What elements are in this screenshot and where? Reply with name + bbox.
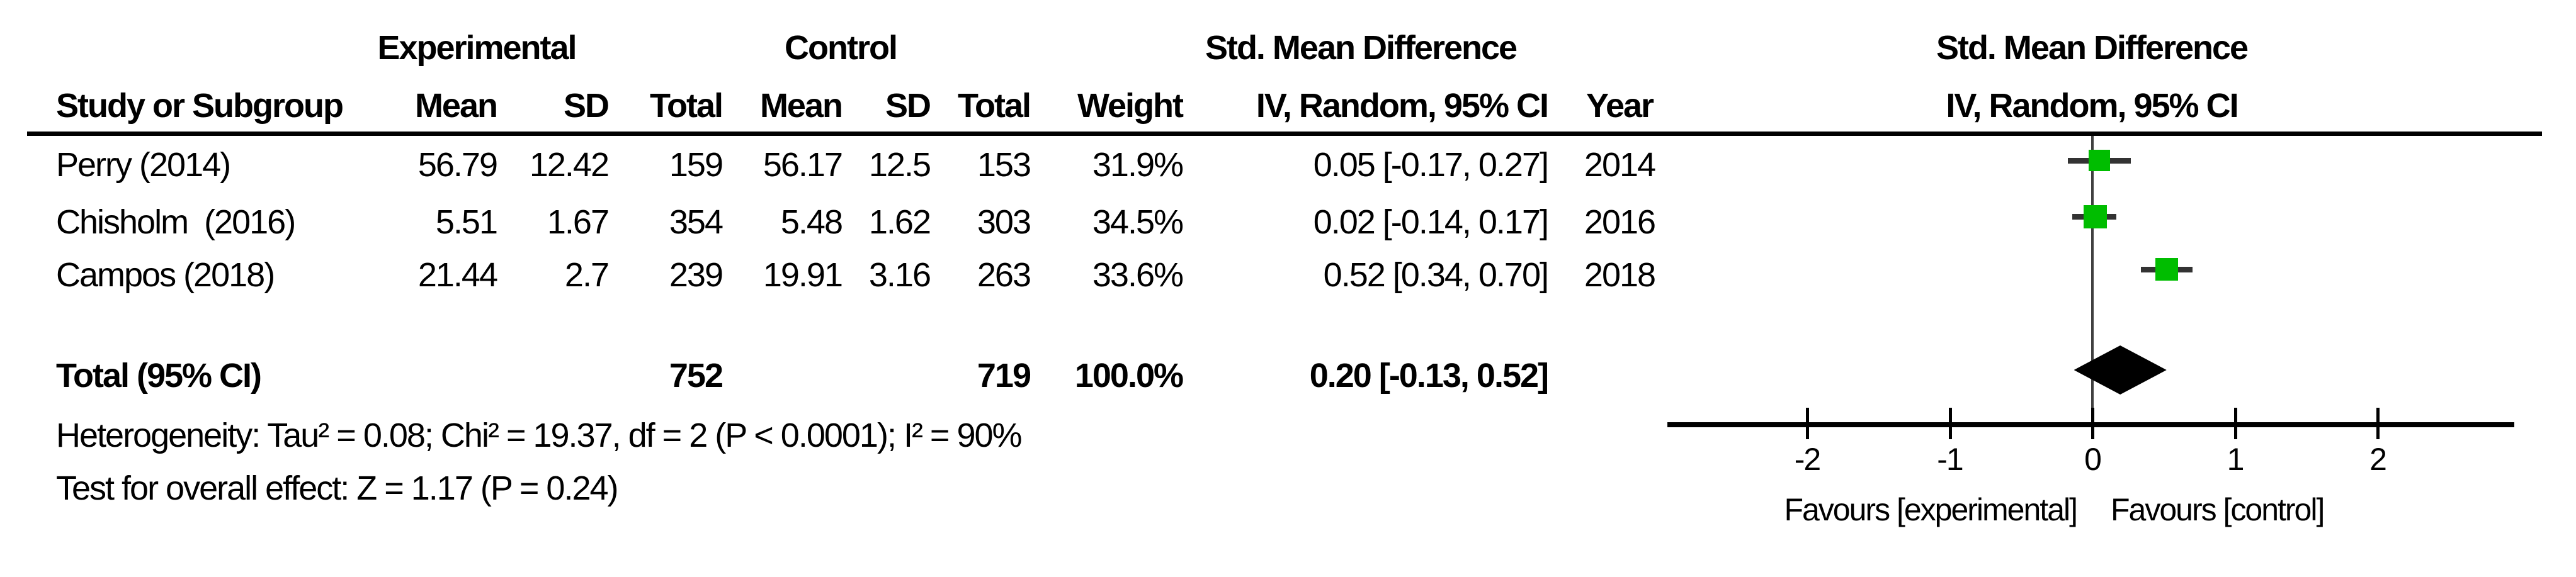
study-name: Perry (2014) [56, 146, 231, 184]
col-header-total-ctl: Total [958, 87, 1031, 125]
x-axis-line [1667, 422, 2514, 427]
zero-effect-line [2091, 136, 2094, 423]
exp-total: 239 [669, 256, 723, 294]
smd-ci-value: 0.05 [-0.17, 0.27] [1313, 146, 1549, 184]
total-smd-ci: 0.20 [-0.13, 0.52] [1309, 357, 1549, 395]
col-header-ci: IV, Random, 95% CI [1256, 87, 1549, 125]
study-weight-square [2089, 150, 2111, 171]
axis-tick-label: -1 [1937, 442, 1963, 477]
axis-tick [2376, 408, 2380, 439]
weight-value: 33.6% [1092, 256, 1184, 294]
exp-total: 354 [669, 203, 723, 241]
total-label: Total (95% CI) [56, 357, 262, 395]
axis-tick [2233, 408, 2237, 439]
col-header-sd-ctl: SD [885, 87, 931, 125]
header-rule [27, 132, 2542, 136]
axis-tick [1948, 408, 1952, 439]
ctl-mean: 56.17 [763, 146, 843, 184]
year-value: 2018 [1584, 256, 1656, 294]
axis-tick [2091, 408, 2094, 439]
study-weight-square [2155, 258, 2178, 281]
col-header-year: Year [1586, 87, 1654, 125]
col-header-mean-ctl: Mean [759, 87, 843, 125]
col-group-experimental: Experimental [377, 29, 577, 67]
ctl-mean: 5.48 [780, 203, 843, 241]
col-group-smd: Std. Mean Difference [1205, 29, 1518, 67]
year-value: 2016 [1584, 203, 1656, 241]
exp-mean: 21.44 [417, 256, 498, 294]
axis-tick-label: 1 [2227, 442, 2245, 477]
axis-tick [1806, 408, 1809, 439]
ctl-total: 263 [977, 256, 1031, 294]
exp-mean: 56.79 [417, 146, 498, 184]
col-header-mean-exp: Mean [414, 87, 498, 125]
col-header-total-exp: Total [650, 87, 723, 125]
smd-ci-value: 0.02 [-0.14, 0.17] [1313, 203, 1549, 241]
study-name: Campos (2018) [56, 256, 275, 294]
study-weight-square [2084, 204, 2108, 228]
total-weight: 100.0% [1074, 357, 1184, 395]
summary-diamond [2074, 345, 2167, 395]
exp-sd: 2.7 [564, 256, 610, 294]
exp-total: 159 [669, 146, 723, 184]
ctl-mean: 19.91 [763, 256, 843, 294]
ctl-sd: 1.62 [868, 203, 931, 241]
col-header-study: Study or Subgroup [56, 87, 344, 125]
exp-sd: 1.67 [547, 203, 610, 241]
plot-header-line2: IV, Random, 95% CI [1946, 87, 2238, 125]
ctl-sd: 3.16 [868, 256, 931, 294]
col-header-sd-exp: SD [563, 87, 610, 125]
axis-tick-label: 2 [2369, 442, 2387, 477]
favours-experimental-label: Favours [experimental] [1784, 492, 2078, 527]
weight-value: 31.9% [1092, 146, 1184, 184]
exp-mean: 5.51 [435, 203, 498, 241]
col-header-weight: Weight [1077, 87, 1184, 125]
exp-sd: 12.42 [529, 146, 610, 184]
weight-value: 34.5% [1092, 203, 1184, 241]
heterogeneity-line: Heterogeneity: Tau² = 0.08; Chi² = 19.37… [56, 417, 1023, 454]
overall-effect-line: Test for overall effect: Z = 1.17 (P = 0… [56, 469, 619, 507]
ctl-total: 303 [977, 203, 1031, 241]
col-group-control: Control [785, 29, 898, 67]
year-value: 2014 [1584, 146, 1656, 184]
ctl-total: 153 [977, 146, 1031, 184]
axis-tick-label: -2 [1794, 442, 1821, 477]
study-name: Chisholm (2016) [56, 203, 296, 241]
ctl-sd: 12.5 [868, 146, 931, 184]
smd-ci-value: 0.52 [0.34, 0.70] [1323, 256, 1549, 294]
total-exp-n: 752 [669, 357, 723, 395]
total-ctl-n: 719 [977, 357, 1031, 395]
plot-header-line1: Std. Mean Difference [1936, 29, 2249, 67]
favours-control-label: Favours [control] [2111, 492, 2325, 527]
axis-tick-label: 0 [2084, 442, 2102, 477]
